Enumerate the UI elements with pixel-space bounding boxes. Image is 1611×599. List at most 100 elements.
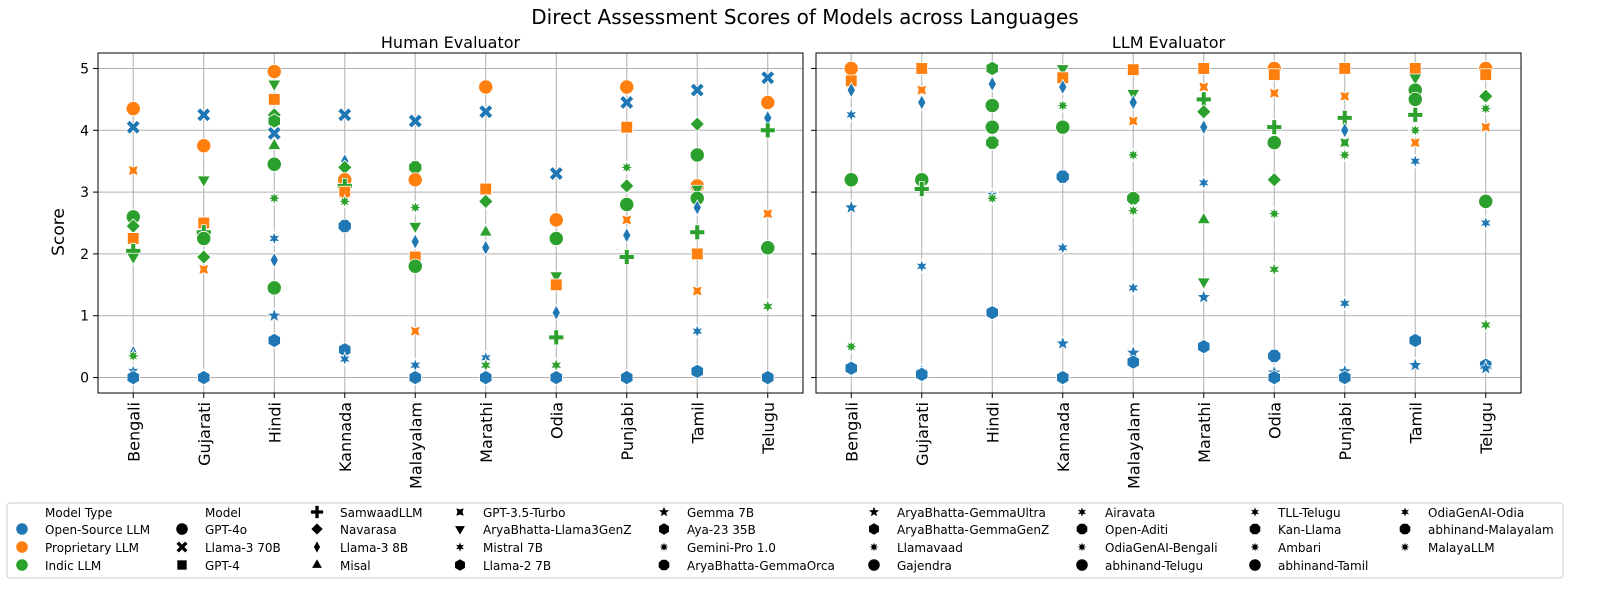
point-hindi-gemini-pro-1-0 [266,190,282,206]
point-marathi-gpt-4 [479,182,492,196]
x-tick-label-hindi: Hindi [983,402,1002,443]
legend-marker-kan-llama [1248,522,1262,536]
legend-marker-tll-telugu [1248,504,1262,520]
point-telugu-gpt-4 [1479,68,1492,81]
y-tick-label: 1 [80,309,89,325]
point-kannada-aryabhatta-llama3genz [1055,64,1070,77]
legend-label-malayallm: MalayaLLM [1428,541,1495,555]
point-malayalam-llama-2-7b [408,369,422,386]
legend-marker-gpt-4o [175,522,189,536]
x-tick-label-punjabi: Punjabi [1336,402,1355,461]
x-tick-label-kannada: Kannada [336,402,355,472]
point-kannada-kan-llama [1055,169,1070,184]
point-tamil-llama-3-8b [692,199,702,216]
points-human-evaluator [125,64,776,386]
point-odia-gemini-pro-1-0 [1266,206,1282,222]
point-hindi-llama-2-7b [985,305,999,321]
legend-label-llama-2-7b: Llama-2 7B [483,559,551,573]
legend-label-llamavaad: Llamavaad [897,541,963,555]
x-tick-label-marathi: Marathi [1195,402,1214,463]
legend-label-gemma-7b: Gemma 7B [687,506,754,520]
y-tick-label: 4 [80,123,89,139]
legend-label-indic-llm: Indic LLM [45,559,101,573]
point-odia-gajendra [1266,135,1282,151]
point-hindi-mistral-7b [267,230,282,247]
point-odia-llama-3-8b [551,304,561,321]
point-kannada-gajendra [1055,119,1071,135]
x-tick-label-telugu: Telugu [759,402,778,455]
point-malayalam-malayallm [407,199,423,216]
point-telugu-llama-3-70b [760,70,776,86]
legend-label-abhinand-malayalam: abhinand-Malayalam [1428,523,1554,537]
point-bengali-odiagenai-bengali [125,348,141,364]
point-odia-gpt-3-5-turbo [1268,87,1280,99]
legend-marker-samwaadllm [310,505,324,519]
point-gujarati-llama-3-70b [196,107,212,123]
legend-label-aryabhatta-gemmaultra: AryaBhatta-GemmaUltra [897,506,1046,520]
x-tick-label-tamil: Tamil [688,402,707,444]
point-gujarati-gpt-4o [196,138,212,154]
x-tick-label-odia: Odia [1265,402,1284,439]
point-hindi-abhinand-telugu [984,119,1000,135]
point-malayalam-gpt-4 [1127,63,1140,76]
x-tick-label-odia: Odia [547,402,566,439]
point-punjabi-llama-3-70b [619,94,635,111]
point-hindi-llama-3-8b [269,251,279,269]
point-punjabi-mistral-7b [1337,295,1352,312]
point-marathi-navarasa [478,193,494,210]
y-tick-label: 3 [80,185,89,201]
point-tamil-mistral-7b [690,323,705,340]
legend-label-misal: Misal [340,559,371,573]
legend-marker-aya-23-35b [658,522,670,536]
point-kannada-mistral-7b [337,351,352,367]
x-tick-label-marathi: Marathi [477,402,496,463]
point-kannada-kan-llama [337,219,352,234]
legend-marker-open-aditi [1075,522,1089,536]
legend-label-abhinand-tamil: abhinand-Tamil [1278,559,1368,573]
point-tamil-gpt-3-5-turbo [1409,136,1421,149]
point-gujarati-llama-2-7b [915,366,929,383]
point-gujarati-gpt-3-5-turbo [916,84,928,96]
legend-label-navarasa: Navarasa [340,523,397,537]
legend: Model Type Open-Source LLM Proprietary LLM… [6,502,1564,579]
point-tamil-llama-2-7b [1408,332,1422,349]
point-malayalam-malayallm [1125,147,1141,163]
point-hindi-llama-3-70b [266,125,282,141]
legend-marker-llama-2-7b [454,558,466,572]
point-telugu-gpt-3-5-turbo [762,208,774,220]
point-telugu-mistral-7b [1478,215,1493,231]
point-gujarati-llama-2-7b [197,369,211,386]
point-odia-gpt-4o [548,212,564,228]
point-marathi-gemma-7b [1195,288,1212,305]
point-bengali-mistral-7b [844,106,859,123]
point-gujarati-aryabhatta-llama3genz [196,175,211,189]
point-tamil-gpt-4 [691,247,704,261]
x-tick-label-malayalam: Malayalam [1124,402,1143,489]
point-odia-samwaadllm [548,329,565,346]
point-marathi-misal [1196,211,1211,225]
y-tick-label: 5 [80,61,89,77]
x-tick-label-gujarati: Gujarati [913,402,932,466]
legend-marker-odiagenai-odia [1398,504,1412,520]
legend-marker-malayallm [1398,540,1412,554]
point-telugu-abhinand-telugu [760,240,776,256]
legend-label-open-source-llm: Open-Source LLM [45,523,150,537]
point-odia-gajendra [548,230,564,246]
point-telugu-gpt-4o [760,94,776,110]
point-punjabi-llama-2-7b [620,369,634,386]
legend-label-open-aditi: Open-Aditi [1105,523,1168,537]
point-malayalam-ambari [1125,203,1141,219]
point-marathi-llama-2-7b [479,369,493,386]
legend-marker-gemma-7b [656,504,672,519]
point-tamil-navarasa [689,116,705,132]
point-punjabi-llama-3-8b [1340,121,1350,139]
legend-marker-aryabhatta-gemmaorca [657,558,671,572]
point-bengali-gpt-4o [125,101,141,117]
legend-label-gpt-3-5-turbo: GPT-3.5-Turbo [483,506,565,520]
point-odia-gpt-4 [1268,68,1281,81]
point-malayalam-abhinand-malayalam [408,160,423,175]
point-punjabi-samwaadllm [1336,110,1353,126]
point-telugu-tll-telugu [1478,317,1493,333]
point-punjabi-gpt-4 [1338,62,1351,75]
